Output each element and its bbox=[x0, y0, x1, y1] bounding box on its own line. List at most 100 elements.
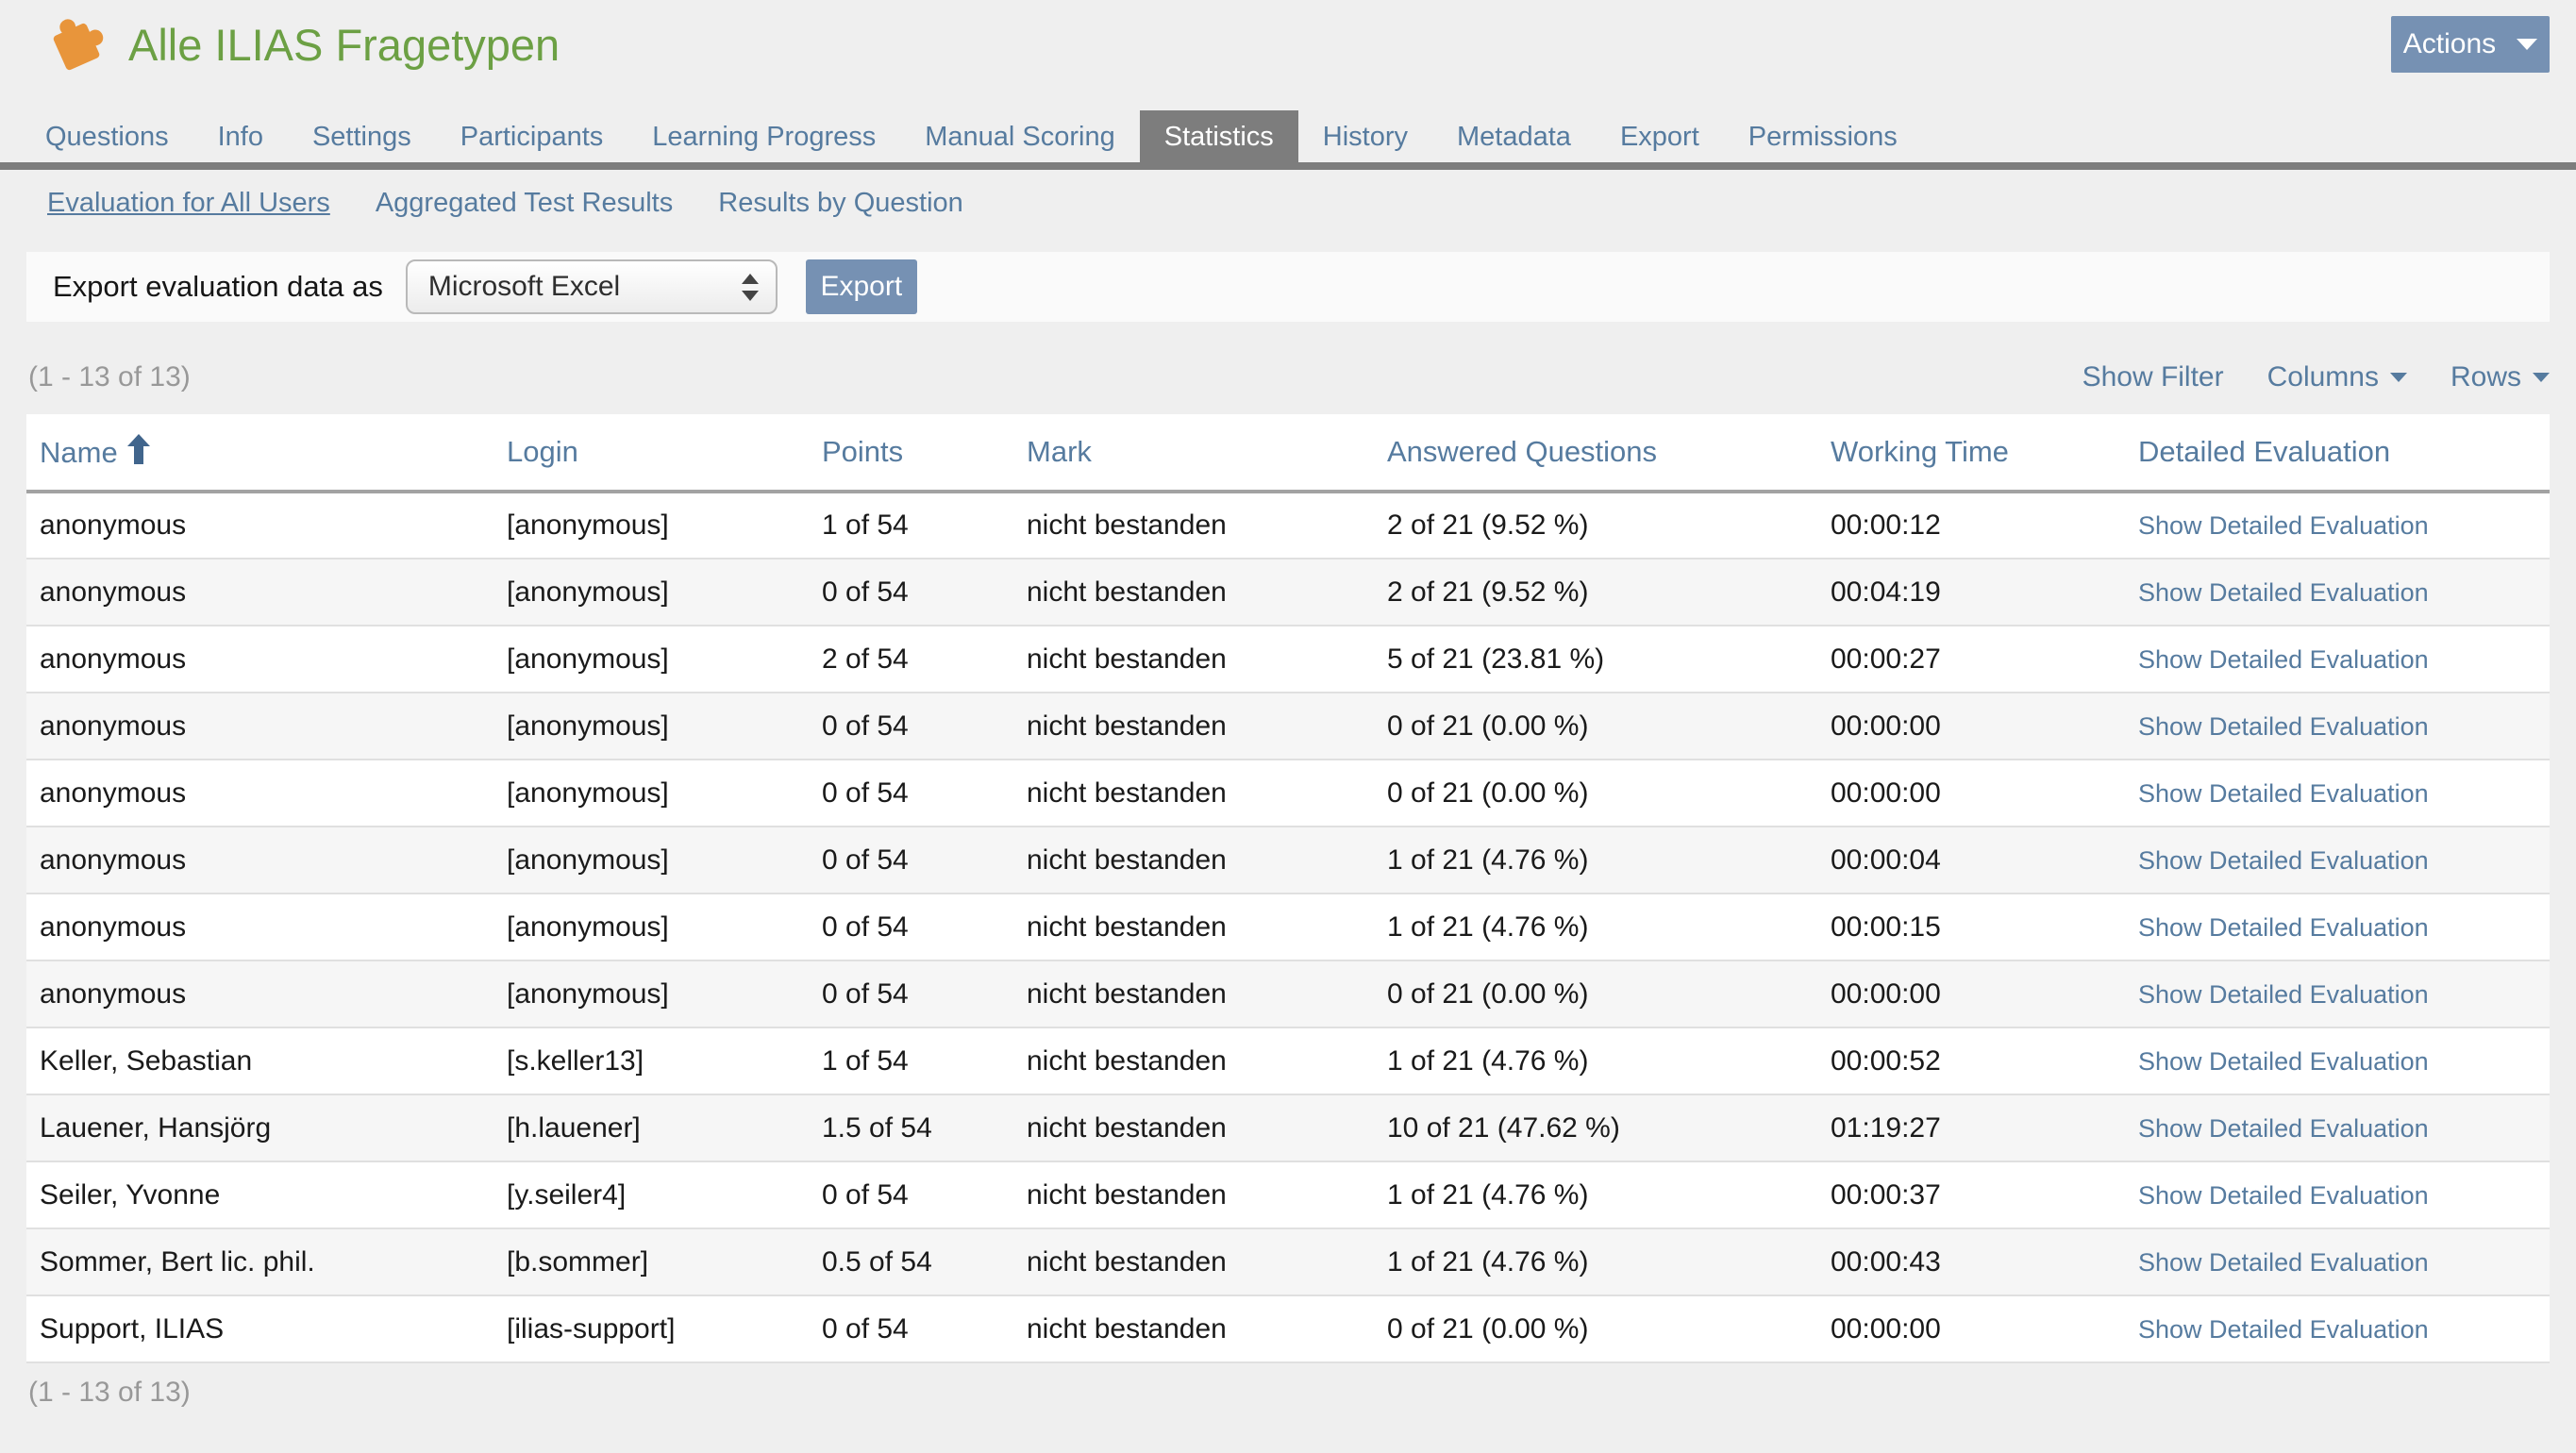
rows-dropdown[interactable]: Rows bbox=[2451, 361, 2550, 393]
column-header-name[interactable]: Name bbox=[26, 414, 493, 492]
cell-login: [anonymous] bbox=[493, 693, 809, 760]
column-header-answered-questions[interactable]: Answered Questions bbox=[1374, 414, 1817, 492]
tab-settings[interactable]: Settings bbox=[288, 110, 436, 162]
show-detailed-evaluation-link[interactable]: Show Detailed Evaluation bbox=[2138, 1248, 2429, 1277]
cell-working-time: 00:00:00 bbox=[1817, 1295, 2125, 1362]
export-button[interactable]: Export bbox=[806, 259, 917, 314]
cell-points: 0 of 54 bbox=[809, 559, 1013, 626]
cell-points: 2 of 54 bbox=[809, 626, 1013, 693]
cell-detailed-evaluation: Show Detailed Evaluation bbox=[2125, 693, 2550, 760]
cell-name: anonymous bbox=[26, 894, 493, 960]
show-detailed-evaluation-link[interactable]: Show Detailed Evaluation bbox=[2138, 1114, 2429, 1143]
subtab-evaluation-for-all-users[interactable]: Evaluation for All Users bbox=[47, 188, 330, 232]
cell-mark: nicht bestanden bbox=[1013, 760, 1374, 827]
columns-dropdown-label: Columns bbox=[2267, 361, 2379, 393]
cell-working-time: 00:00:52 bbox=[1817, 1027, 2125, 1094]
table-row: anonymous [anonymous] 2 of 54 nicht best… bbox=[26, 626, 2550, 693]
result-range-top: (1 - 13 of 13) bbox=[28, 361, 191, 393]
table-row: anonymous [anonymous] 0 of 54 nicht best… bbox=[26, 960, 2550, 1027]
show-detailed-evaluation-link[interactable]: Show Detailed Evaluation bbox=[2138, 1315, 2429, 1344]
cell-login: [anonymous] bbox=[493, 827, 809, 894]
subtab-results-by-question[interactable]: Results by Question bbox=[718, 188, 963, 232]
cell-detailed-evaluation: Show Detailed Evaluation bbox=[2125, 1295, 2550, 1362]
cell-mark: nicht bestanden bbox=[1013, 1295, 1374, 1362]
columns-dropdown[interactable]: Columns bbox=[2267, 361, 2407, 393]
tab-questions[interactable]: Questions bbox=[21, 110, 193, 162]
results-table: Name Login Points Mark Answered Question… bbox=[26, 414, 2550, 1363]
cell-answered-questions: 2 of 21 (9.52 %) bbox=[1374, 492, 1817, 559]
column-header-working-time[interactable]: Working Time bbox=[1817, 414, 2125, 492]
show-filter-link[interactable]: Show Filter bbox=[2083, 361, 2224, 393]
tab-manual-scoring[interactable]: Manual Scoring bbox=[900, 110, 1140, 162]
cell-mark: nicht bestanden bbox=[1013, 626, 1374, 693]
cell-detailed-evaluation: Show Detailed Evaluation bbox=[2125, 894, 2550, 960]
column-header-login[interactable]: Login bbox=[493, 414, 809, 492]
show-detailed-evaluation-link[interactable]: Show Detailed Evaluation bbox=[2138, 645, 2429, 674]
cell-working-time: 00:00:04 bbox=[1817, 827, 2125, 894]
cell-name: anonymous bbox=[26, 960, 493, 1027]
subtab-aggregated-test-results[interactable]: Aggregated Test Results bbox=[376, 188, 673, 232]
cell-working-time: 00:00:12 bbox=[1817, 492, 2125, 559]
header: Alle ILIAS Fragetypen Actions bbox=[0, 0, 2576, 74]
tab-history[interactable]: History bbox=[1298, 110, 1432, 162]
table-header-row: Name Login Points Mark Answered Question… bbox=[26, 414, 2550, 492]
question-pool-puzzle-icon bbox=[42, 13, 104, 75]
export-bar: Export evaluation data as Microsoft Exce… bbox=[26, 252, 2550, 322]
cell-login: [anonymous] bbox=[493, 894, 809, 960]
table-row: Sommer, Bert lic. phil. [b.sommer] 0.5 o… bbox=[26, 1228, 2550, 1295]
cell-login: [anonymous] bbox=[493, 492, 809, 559]
cell-login: [anonymous] bbox=[493, 626, 809, 693]
show-detailed-evaluation-link[interactable]: Show Detailed Evaluation bbox=[2138, 779, 2429, 808]
select-stepper-icon bbox=[742, 274, 759, 301]
export-format-selected-value: Microsoft Excel bbox=[428, 271, 620, 303]
show-detailed-evaluation-link[interactable]: Show Detailed Evaluation bbox=[2138, 913, 2429, 942]
column-header-mark[interactable]: Mark bbox=[1013, 414, 1374, 492]
cell-mark: nicht bestanden bbox=[1013, 960, 1374, 1027]
cell-points: 0 of 54 bbox=[809, 760, 1013, 827]
cell-detailed-evaluation: Show Detailed Evaluation bbox=[2125, 760, 2550, 827]
table-row: anonymous [anonymous] 1 of 54 nicht best… bbox=[26, 492, 2550, 559]
show-detailed-evaluation-link[interactable]: Show Detailed Evaluation bbox=[2138, 1181, 2429, 1210]
chevron-down-icon bbox=[2533, 373, 2550, 382]
show-detailed-evaluation-link[interactable]: Show Detailed Evaluation bbox=[2138, 1047, 2429, 1076]
cell-login: [b.sommer] bbox=[493, 1228, 809, 1295]
table-row: anonymous [anonymous] 0 of 54 nicht best… bbox=[26, 559, 2550, 626]
results-table-body: anonymous [anonymous] 1 of 54 nicht best… bbox=[26, 492, 2550, 1362]
show-detailed-evaluation-link[interactable]: Show Detailed Evaluation bbox=[2138, 578, 2429, 607]
cell-login: [s.keller13] bbox=[493, 1027, 809, 1094]
cell-name: Support, ILIAS bbox=[26, 1295, 493, 1362]
tab-underline bbox=[0, 162, 2576, 170]
cell-answered-questions: 0 of 21 (0.00 %) bbox=[1374, 960, 1817, 1027]
cell-mark: nicht bestanden bbox=[1013, 1027, 1374, 1094]
sort-ascending-icon bbox=[127, 434, 150, 464]
cell-working-time: 01:19:27 bbox=[1817, 1094, 2125, 1161]
tab-metadata[interactable]: Metadata bbox=[1432, 110, 1596, 162]
show-detailed-evaluation-link[interactable]: Show Detailed Evaluation bbox=[2138, 511, 2429, 540]
cell-name: anonymous bbox=[26, 827, 493, 894]
column-header-points[interactable]: Points bbox=[809, 414, 1013, 492]
actions-button[interactable]: Actions bbox=[2391, 16, 2550, 73]
show-detailed-evaluation-link[interactable]: Show Detailed Evaluation bbox=[2138, 980, 2429, 1009]
tab-statistics[interactable]: Statistics bbox=[1140, 110, 1298, 162]
table-row: anonymous [anonymous] 0 of 54 nicht best… bbox=[26, 894, 2550, 960]
subtab-bar: Evaluation for All Users Aggregated Test… bbox=[0, 170, 2576, 232]
cell-answered-questions: 0 of 21 (0.00 %) bbox=[1374, 693, 1817, 760]
tab-participants[interactable]: Participants bbox=[436, 110, 628, 162]
cell-name: Sommer, Bert lic. phil. bbox=[26, 1228, 493, 1295]
tab-export[interactable]: Export bbox=[1596, 110, 1724, 162]
cell-points: 0 of 54 bbox=[809, 1161, 1013, 1228]
cell-name: anonymous bbox=[26, 492, 493, 559]
show-detailed-evaluation-link[interactable]: Show Detailed Evaluation bbox=[2138, 846, 2429, 875]
cell-mark: nicht bestanden bbox=[1013, 827, 1374, 894]
tab-permissions[interactable]: Permissions bbox=[1724, 110, 1922, 162]
page-title: Alle ILIAS Fragetypen bbox=[128, 19, 560, 71]
table-row: Support, ILIAS [ilias-support] 0 of 54 n… bbox=[26, 1295, 2550, 1362]
cell-working-time: 00:00:00 bbox=[1817, 693, 2125, 760]
export-format-select[interactable]: Microsoft Excel bbox=[406, 259, 778, 314]
chevron-down-icon bbox=[2517, 39, 2537, 50]
column-header-detailed-evaluation: Detailed Evaluation bbox=[2125, 414, 2550, 492]
cell-points: 0.5 of 54 bbox=[809, 1228, 1013, 1295]
show-detailed-evaluation-link[interactable]: Show Detailed Evaluation bbox=[2138, 712, 2429, 741]
tab-info[interactable]: Info bbox=[193, 110, 288, 162]
tab-learning-progress[interactable]: Learning Progress bbox=[627, 110, 900, 162]
